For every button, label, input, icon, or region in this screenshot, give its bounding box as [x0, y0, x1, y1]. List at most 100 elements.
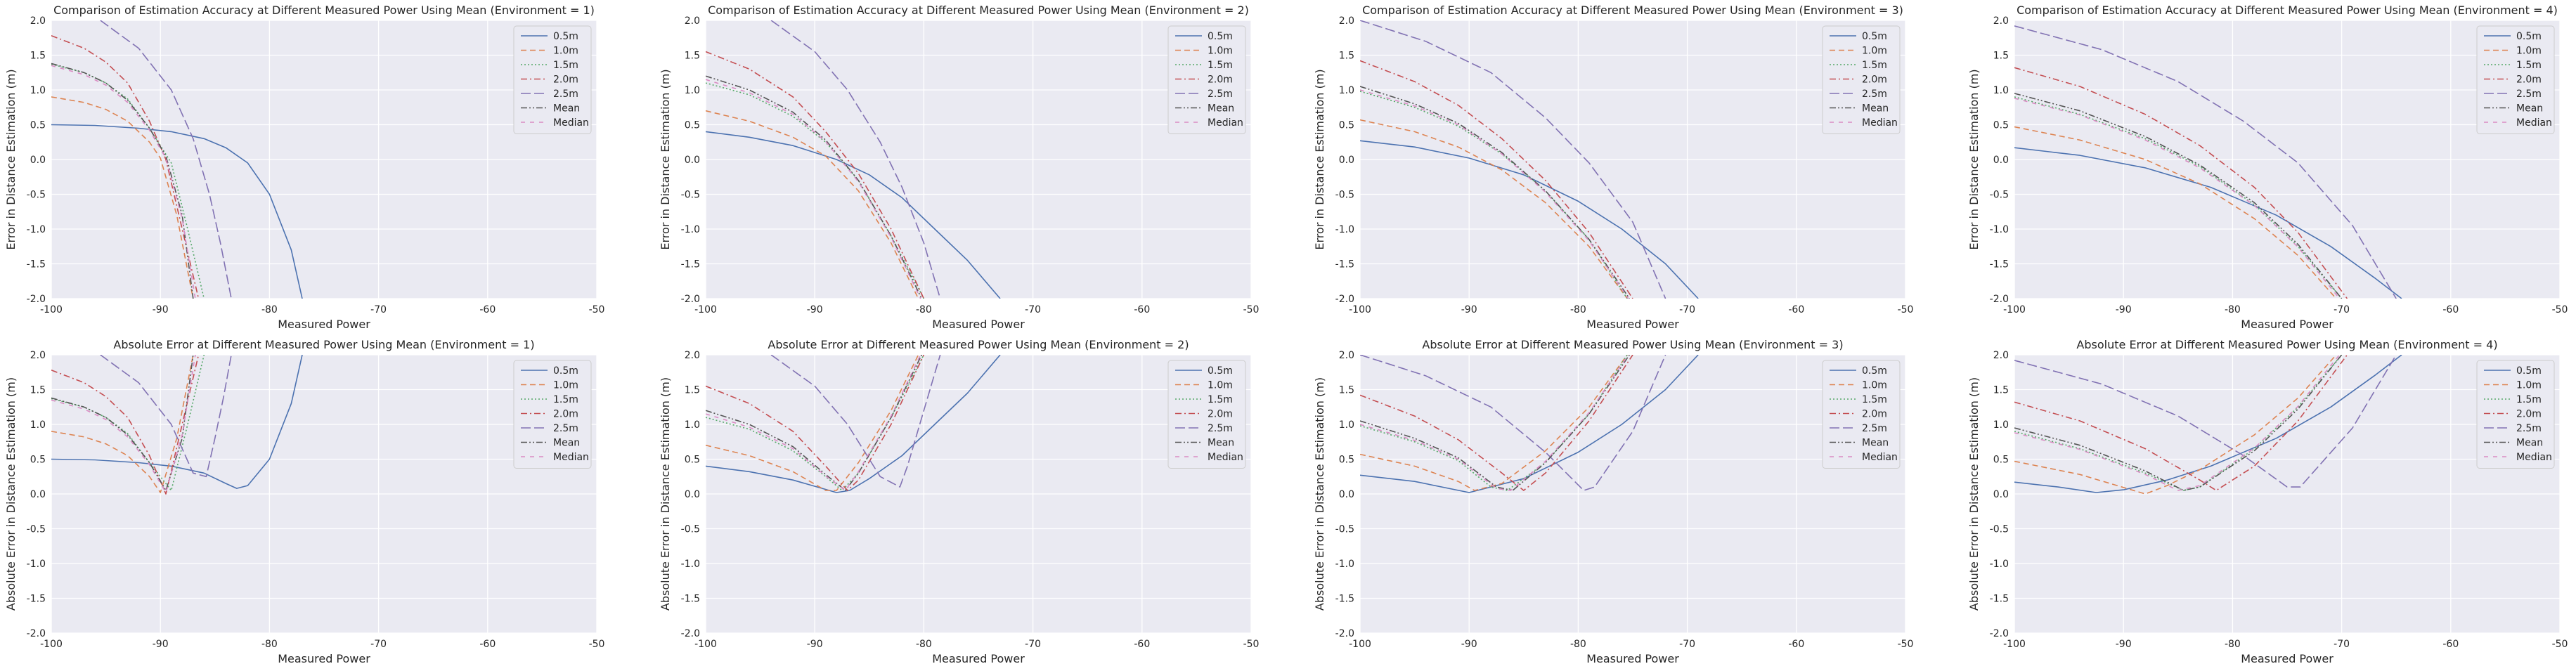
- x-tick-label: -80: [261, 639, 278, 650]
- legend-label: Mean: [2516, 438, 2543, 449]
- legend-label: 1.5m: [1862, 60, 1887, 71]
- legend-label: 1.5m: [553, 60, 578, 71]
- y-tick-label: 1.0: [1339, 419, 1354, 431]
- x-tick-label: -50: [2552, 304, 2568, 315]
- x-tick-label: -70: [370, 639, 387, 650]
- series-line-mean: [1360, 355, 1630, 491]
- x-tick-label: -50: [2552, 639, 2568, 650]
- y-axis-label: Absolute Error in Distance Estimation (m…: [4, 377, 18, 611]
- legend-label: Median: [2516, 452, 2552, 463]
- panel-title: Absolute Error at Different Measured Pow…: [113, 338, 534, 351]
- x-tick-label: -100: [2003, 639, 2026, 650]
- y-tick-label: -1.5: [1990, 259, 2009, 271]
- x-axis-label: Measured Power: [2241, 652, 2334, 665]
- series-line-mean: [2014, 355, 2343, 491]
- legend: 0.5m 1.0m 1.5m 2.0m 2.5m Mean Median: [2476, 360, 2555, 469]
- legend-label: 1.0m: [1862, 380, 1887, 391]
- series-line-1-0m: [2014, 355, 2337, 495]
- legend: 0.5m 1.0m 1.5m 2.0m 2.5m Mean Median: [513, 25, 592, 134]
- x-tick-label: -70: [2334, 639, 2350, 650]
- x-axis-label: Measured Power: [932, 318, 1025, 331]
- x-tick-label: -80: [1570, 304, 1586, 315]
- x-tick-label: -90: [2116, 304, 2132, 315]
- series-line-1-5m: [706, 82, 925, 299]
- y-axis-label: Error in Distance Estimation (m): [1967, 69, 1981, 249]
- x-tick-label: -60: [479, 304, 496, 315]
- x-tick-label: -50: [1243, 304, 1260, 315]
- series-line-median: [1360, 89, 1629, 299]
- y-tick-label: 0.5: [1339, 120, 1354, 131]
- y-tick-label: -0.5: [27, 190, 46, 201]
- series-line-mean: [1360, 86, 1630, 299]
- y-tick-label: 0.5: [685, 455, 700, 466]
- y-tick-label: -1.5: [27, 259, 46, 271]
- x-tick-label: -80: [261, 304, 278, 315]
- x-tick-label: -50: [589, 304, 605, 315]
- legend-label: 1.0m: [553, 46, 578, 57]
- legend-label: 0.5m: [553, 31, 578, 42]
- panel-title: Absolute Error at Different Measured Pow…: [2076, 338, 2497, 351]
- legend-label: 1.5m: [553, 394, 578, 405]
- y-tick-label: 0.0: [1339, 155, 1354, 166]
- series-line-median: [51, 65, 196, 299]
- x-tick-label: -50: [589, 639, 605, 650]
- legend-label: 2.5m: [553, 423, 578, 434]
- y-tick-label: -0.5: [1990, 190, 2009, 201]
- legend-label: 2.5m: [2516, 423, 2542, 434]
- x-tick-label: -70: [1679, 639, 1695, 650]
- legend-label: 2.5m: [1208, 89, 1233, 100]
- series-line-median: [2014, 355, 2341, 491]
- legend-label: 1.0m: [1862, 46, 1887, 57]
- x-tick-label: -90: [807, 639, 823, 650]
- y-tick-label: 0.0: [30, 155, 46, 166]
- y-tick-label: -1.5: [1335, 594, 1354, 605]
- panel-title: Comparison of Estimation Accuracy at Dif…: [53, 4, 595, 17]
- series-group: [2014, 25, 2402, 299]
- series-line-1-0m: [2014, 126, 2337, 299]
- series-line-2-0m: [2014, 67, 2348, 299]
- series-line-1-5m: [706, 355, 925, 491]
- x-tick-label: -50: [1898, 304, 1914, 315]
- series-line-2-0m: [51, 35, 200, 299]
- series-line-0-5m: [1360, 140, 1699, 299]
- series-line-2-5m: [1360, 20, 1666, 299]
- legend-label: 1.0m: [2516, 380, 2542, 391]
- y-axis-label: Absolute Error in Distance Estimation (m…: [1967, 377, 1981, 611]
- y-axis-label: Error in Distance Estimation (m): [659, 69, 672, 249]
- legend-label: 0.5m: [2516, 365, 2542, 377]
- series-line-0-5m: [1360, 355, 1699, 493]
- chart-panel-6: -100 -90 -80 -70 -60 -50 -2.0 -1.5 -1.0 -0.5 0.0 0.…: [659, 338, 1259, 665]
- series-line-0-5m: [706, 131, 1001, 299]
- y-tick-label: -1.0: [27, 224, 46, 235]
- series-line-2-5m: [1360, 355, 1666, 491]
- x-tick-label: -80: [2225, 639, 2241, 650]
- y-tick-label: -1.5: [1990, 594, 2009, 605]
- legend-label: 2.0m: [2516, 74, 2542, 86]
- series-line-mean: [51, 63, 194, 299]
- x-tick-label: -80: [916, 304, 932, 315]
- y-axis-label: Absolute Error in Distance Estimation (m…: [1313, 377, 1326, 611]
- y-tick-label: -2.0: [1335, 294, 1354, 305]
- y-tick-label: 2.0: [685, 15, 700, 27]
- y-tick-label: -1.0: [1335, 559, 1354, 570]
- y-tick-label: 2.0: [1993, 15, 2009, 27]
- y-tick-label: 2.0: [685, 350, 700, 361]
- legend: 0.5m 1.0m 1.5m 2.0m 2.5m Mean Median: [1167, 25, 1246, 134]
- series-line-1-0m: [51, 355, 194, 493]
- y-tick-label: -1.0: [681, 224, 700, 235]
- x-axis-label: Measured Power: [278, 318, 370, 331]
- series-line-1-0m: [1360, 119, 1628, 299]
- x-tick-label: -90: [153, 639, 169, 650]
- legend-label: Mean: [1208, 438, 1234, 449]
- series-line-2-0m: [1360, 60, 1633, 299]
- y-tick-label: -2.0: [1990, 628, 2009, 639]
- y-tick-label: -2.0: [681, 628, 700, 639]
- series-line-0-5m: [706, 355, 1001, 493]
- y-tick-label: -1.0: [1990, 224, 2009, 235]
- legend-label: Median: [1862, 452, 1898, 463]
- x-tick-label: -100: [694, 639, 717, 650]
- x-axis-label: Measured Power: [278, 652, 370, 665]
- series-line-median: [2014, 98, 2341, 299]
- series-line-2-0m: [706, 51, 925, 299]
